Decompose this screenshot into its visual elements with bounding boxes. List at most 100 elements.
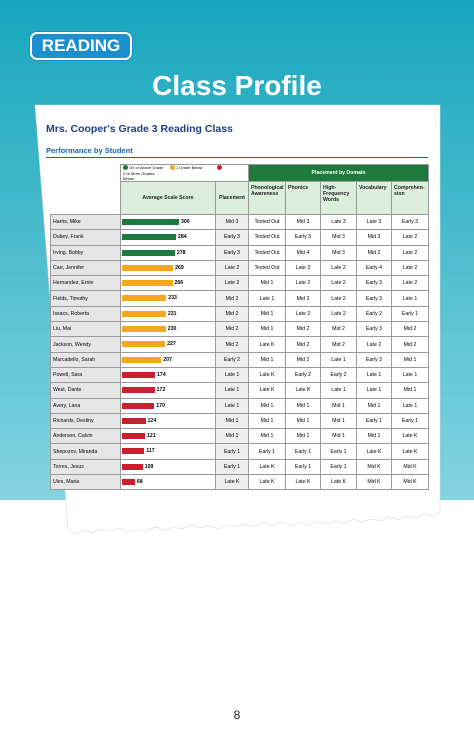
placement: Early 2 — [215, 351, 249, 368]
placement: Mid 3 — [215, 213, 249, 231]
domain-placement: Late K — [285, 382, 321, 399]
report-subtitle: Performance by Student — [46, 146, 428, 158]
section-badge: READING — [30, 32, 132, 60]
column-header: Comprehen-sion — [390, 181, 430, 215]
score-bar — [122, 387, 155, 394]
domain-placement: Mid 1 — [390, 382, 430, 399]
domain-placement: Early 1 — [356, 412, 392, 430]
student-name: Dubey, Frank — [50, 229, 121, 246]
domain-group-header: Placement by Domain — [247, 164, 430, 182]
domain-placement: Early 3 — [356, 321, 392, 338]
domain-placement: Mid K — [390, 458, 430, 476]
domain-placement: Early 1 — [320, 458, 357, 476]
score-cell: 207 — [120, 351, 216, 368]
student-row: Harris, Mike 300 Mid 3 Tested Out Mid 3 Late … — [50, 213, 430, 231]
student-name: Anderson, Calvin — [50, 428, 121, 445]
placement: Late K — [215, 474, 249, 491]
domain-placement: Late K — [248, 366, 286, 384]
score-label: 284 — [177, 234, 187, 241]
student-row: West, Dante 172 Late 1 Late K Late K Late 1 La… — [50, 382, 430, 399]
domain-placement: Mid K — [356, 474, 392, 491]
placement: Late 1 — [215, 366, 249, 384]
domain-placement: Mid 1 — [390, 351, 430, 368]
legend-item: On or Above Grade — [123, 165, 167, 172]
legend-swatch — [123, 165, 128, 171]
domain-placement: Early 1 — [320, 443, 357, 460]
domain-placement: Mid 2 — [320, 321, 357, 338]
domain-placement: Mid 1 — [320, 412, 357, 430]
domain-placement: Late 2 — [285, 275, 321, 292]
score-cell: 124 — [120, 412, 216, 430]
score-bar — [122, 249, 175, 256]
score-cell: 233 — [120, 290, 216, 307]
domain-placement: Mid 1 — [356, 428, 392, 445]
student-name: Marcadello, Sarah — [50, 351, 121, 368]
student-name: Liu, Mai — [50, 321, 121, 338]
student-row: Liu, Mai 230 Mid 2 Mid 1 Mid 2 Mid 2 Early 3 Mi… — [50, 321, 430, 338]
student-name: Harris, Mike — [50, 213, 121, 231]
score-bar — [122, 479, 135, 485]
domain-placement: Early 1 — [390, 412, 430, 430]
student-name: Ules, Maria — [50, 474, 121, 491]
domain-placement: Mid 3 — [320, 244, 357, 261]
score-cell: 172 — [120, 382, 216, 399]
domain-placement: Late 1 — [248, 290, 286, 307]
legend-swatch — [217, 165, 222, 171]
domain-placement: Mid 1 — [248, 275, 286, 292]
score-bar — [122, 463, 143, 470]
placement: Early 1 — [215, 443, 249, 460]
domain-placement: Late 2 — [320, 305, 357, 323]
score-bar — [122, 402, 155, 409]
domain-placement: Early 1 — [285, 458, 321, 476]
student-row: Ules, Maria 68 Late K Late K Late K Late K Mid… — [50, 474, 430, 491]
domain-placement: Mid 2 — [390, 321, 430, 338]
score-bar — [122, 371, 156, 378]
student-name: Irving, Bobby — [50, 244, 121, 261]
domain-placement: Late K — [248, 474, 286, 491]
score-cell: 109 — [120, 458, 216, 476]
domain-placement: Mid 1 — [248, 412, 286, 430]
student-name: Avery, Lana — [50, 397, 121, 414]
domain-placement: Late K — [248, 336, 286, 353]
domain-placement: Tested Out — [248, 244, 286, 261]
legend-swatch — [170, 165, 175, 171]
student-row: Marcadello, Sarah 207 Early 2 Mid 1 Mid 2 Lat… — [50, 351, 430, 368]
domain-placement: Mid 2 — [320, 336, 357, 353]
domain-placement: Early 2 — [320, 366, 357, 384]
score-cell: 68 — [120, 474, 216, 491]
student-name: West, Dante — [50, 382, 121, 399]
score-label: 233 — [168, 295, 177, 302]
lower-page — [0, 500, 474, 733]
domain-placement: Early 1 — [390, 305, 430, 323]
legend-label: On or Above Grade — [129, 165, 164, 171]
score-bar — [122, 448, 145, 455]
page-title: Class Profile — [152, 70, 322, 101]
score-label: 170 — [156, 402, 165, 409]
student-name: Hernandez, Ernie — [50, 275, 121, 292]
column-header: Average Scale Score — [120, 181, 216, 215]
domain-placement: Late 3 — [285, 259, 321, 277]
domain-placement: Mid 1 — [320, 428, 357, 445]
domain-placement: Mid 3 — [356, 229, 392, 246]
domain-placement: Late K — [356, 443, 392, 460]
domain-placement: Late 2 — [390, 275, 430, 292]
placement: Late 1 — [215, 382, 249, 399]
domain-placement: Late 1 — [356, 366, 392, 384]
domain-placement: Early 3 — [356, 290, 392, 307]
domain-placement: Mid 1 — [285, 428, 321, 445]
score-bar — [122, 234, 176, 241]
legend-label: 2 or More Grades Below — [123, 171, 155, 181]
score-cell: 266 — [120, 275, 216, 292]
domain-placement: Early 4 — [356, 259, 392, 277]
score-cell: 227 — [120, 336, 216, 353]
domain-placement: Late 1 — [320, 382, 357, 399]
score-label: 109 — [144, 463, 154, 470]
placement: Mid 1 — [215, 412, 249, 430]
domain-placement: Late K — [390, 428, 430, 445]
domain-placement: Late K — [248, 458, 286, 476]
student-row: Fields, Timothy 233 Mid 2 Late 1 Mid 2 Late 2… — [50, 290, 430, 307]
domain-placement: Late 3 — [356, 213, 392, 231]
